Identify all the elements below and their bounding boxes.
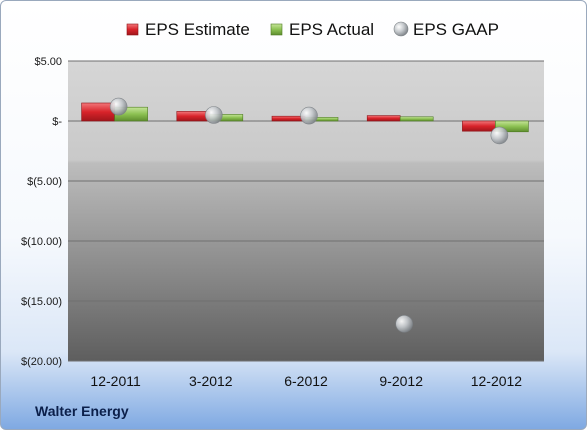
legend-eps-gaap: EPS GAAP <box>393 20 499 39</box>
eps-actual-bar <box>399 116 434 122</box>
legend-label: EPS Estimate <box>145 20 250 39</box>
legend-label: EPS Actual <box>289 20 374 39</box>
y-tick-label: $(20.00) <box>21 356 62 368</box>
eps-gaap-point <box>300 106 318 125</box>
x-tick-label: 12-2011 <box>90 373 141 389</box>
x-tick-label: 12-2012 <box>471 373 523 389</box>
eps-estimate-bar <box>462 120 496 132</box>
y-tick-label: $- <box>52 116 62 128</box>
legend-label: EPS GAAP <box>413 20 499 39</box>
legend-swatch <box>270 23 283 36</box>
legend-swatch <box>126 23 139 36</box>
eps-estimate-bar <box>366 115 401 122</box>
legend-eps-actual: EPS Actual <box>270 20 374 39</box>
eps-gaap-point <box>109 97 128 116</box>
x-tick-label: 3-2012 <box>189 373 233 389</box>
y-tick-label: $(5.00) <box>27 176 62 188</box>
x-tick-label: 6-2012 <box>284 373 328 389</box>
eps-actual-bar <box>495 120 529 133</box>
eps-gaap-point <box>490 126 509 145</box>
plot-area <box>68 61 544 361</box>
y-tick-label: $5.00 <box>34 56 62 68</box>
eps-gaap-point <box>205 106 223 124</box>
legend-swatch <box>393 21 409 37</box>
x-tick-label: 9-2012 <box>379 373 423 389</box>
brand-label: Walter Energy <box>35 403 129 419</box>
eps-gaap-point <box>395 314 414 333</box>
eps-estimate-bar <box>176 111 211 122</box>
eps-estimate-bar <box>271 115 306 122</box>
legend-eps-estimate: EPS Estimate <box>126 20 250 39</box>
eps-estimate-bar <box>81 102 115 122</box>
y-tick-label: $(10.00) <box>21 236 62 248</box>
y-tick-label: $(15.00) <box>21 296 62 308</box>
